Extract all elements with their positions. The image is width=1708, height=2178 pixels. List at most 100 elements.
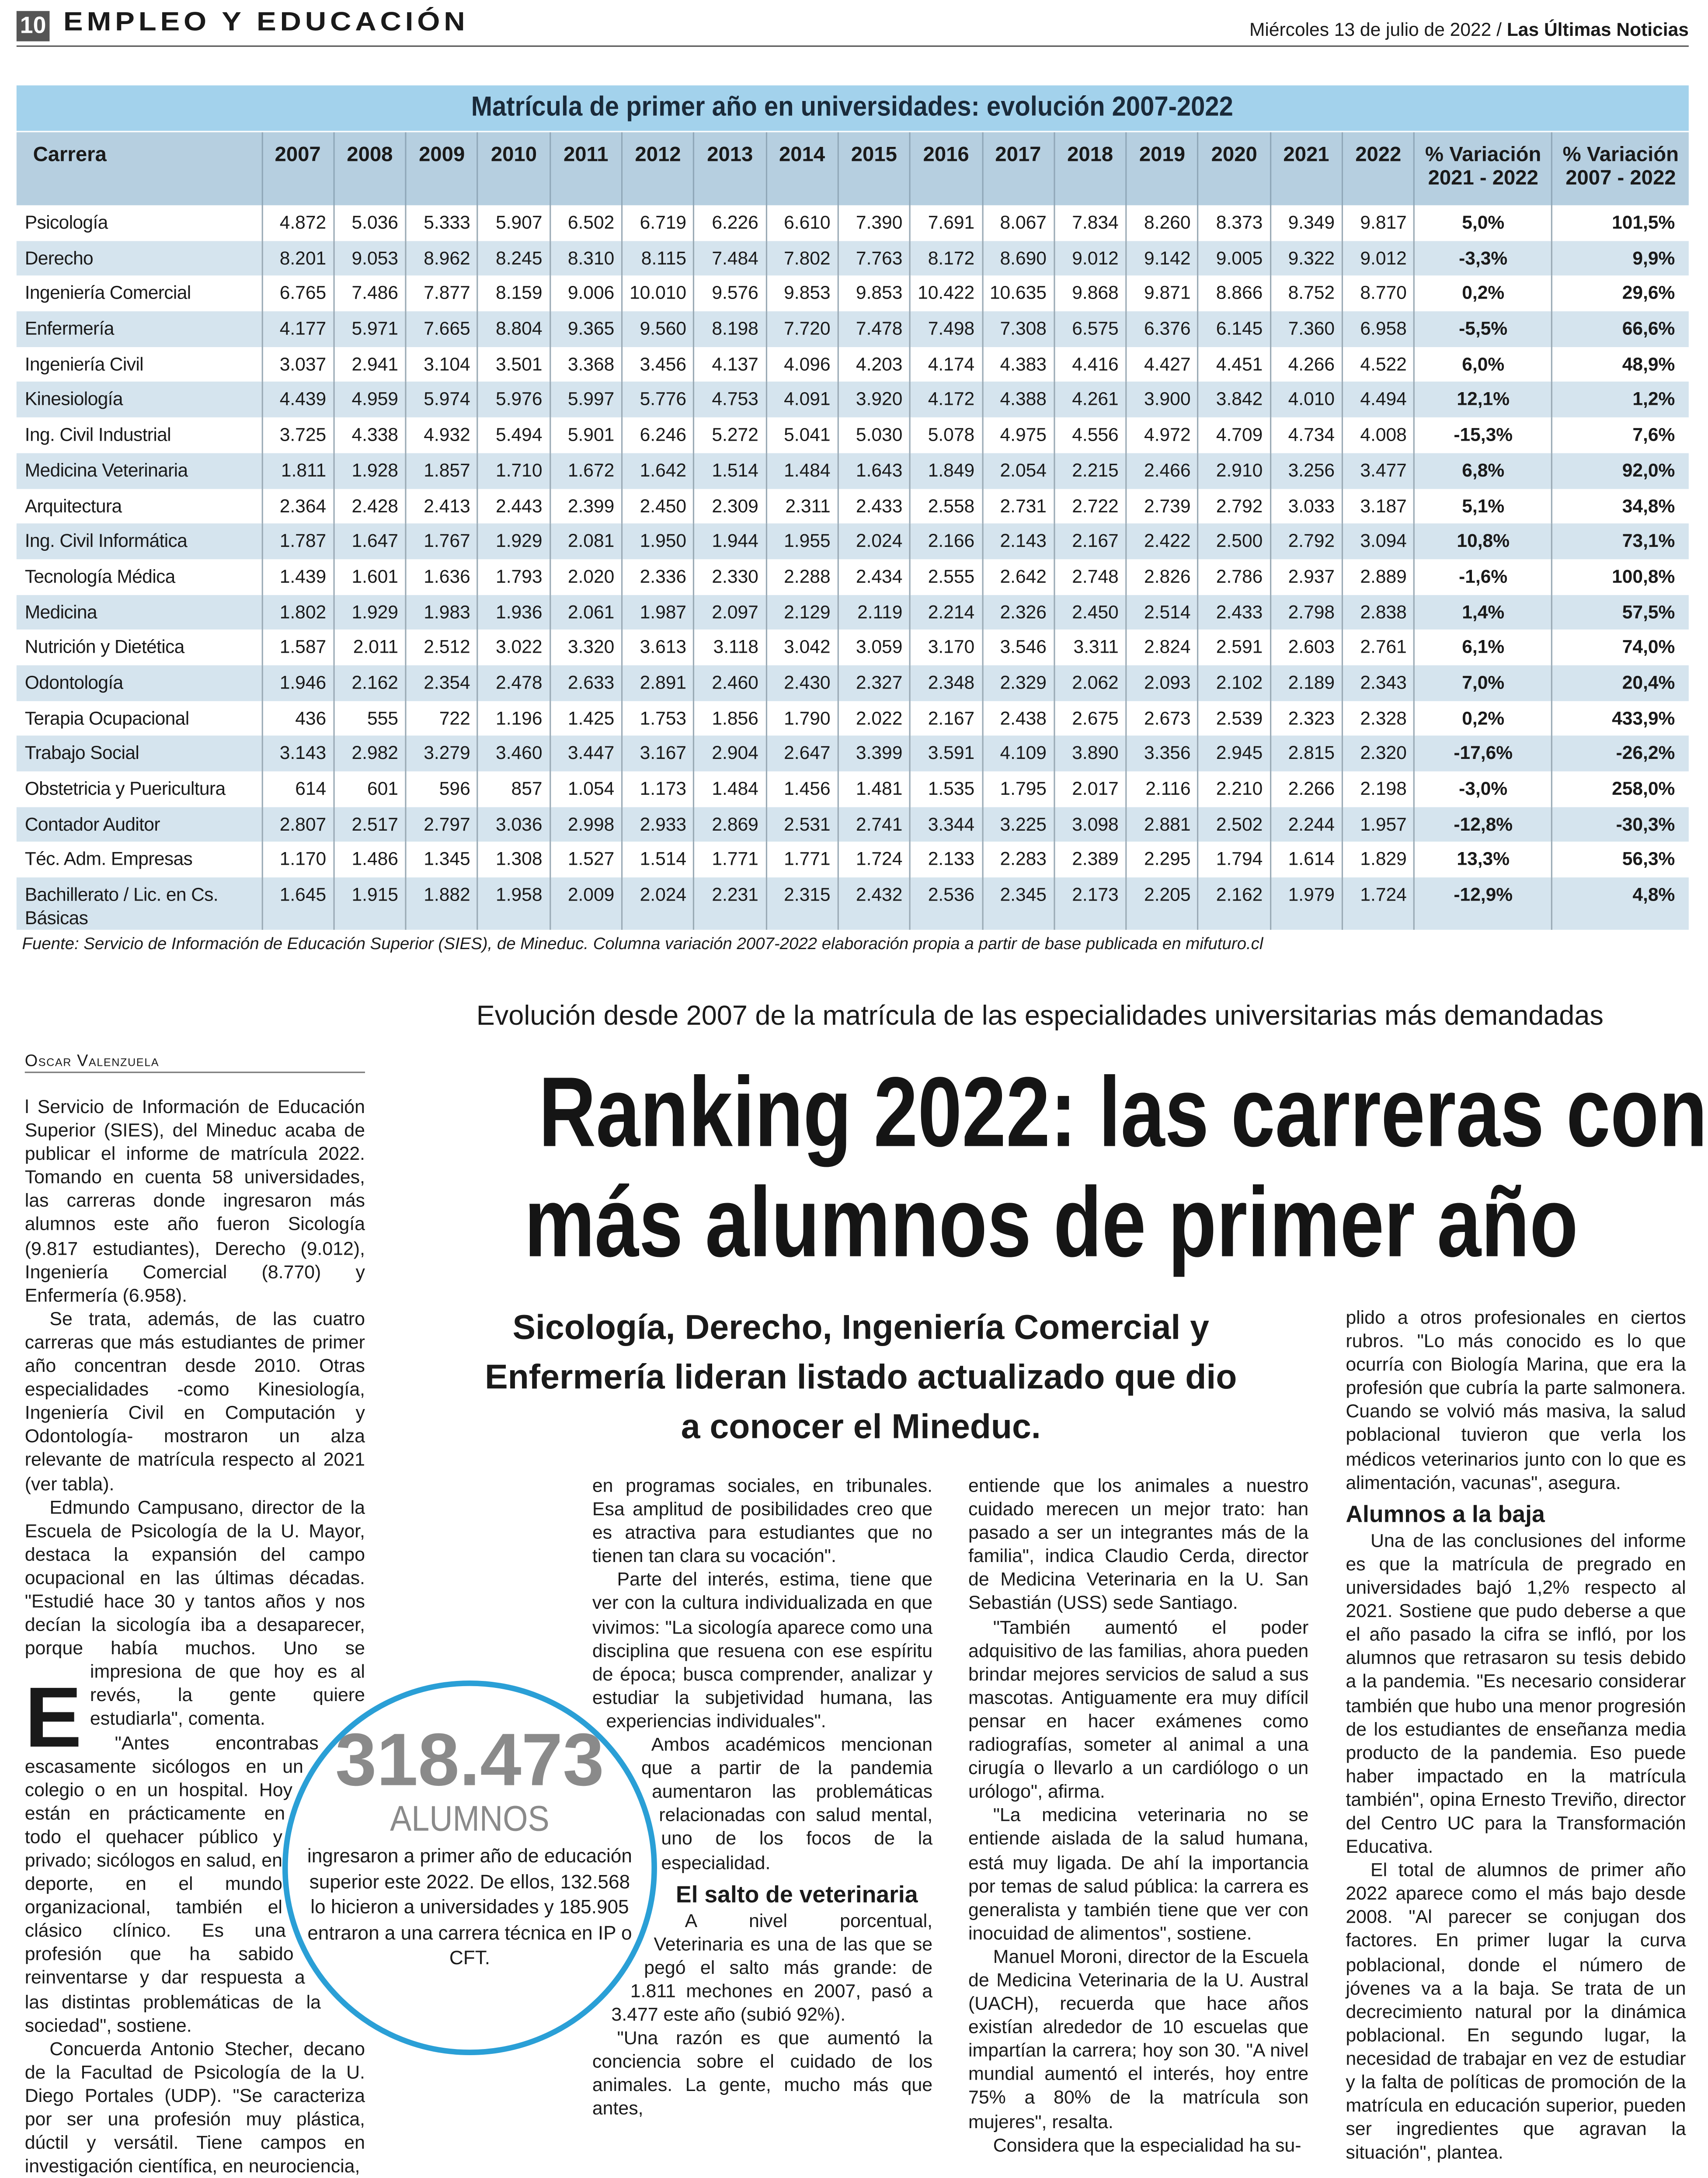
cell-value: 1.787 [261, 523, 334, 559]
cell-value: 2.116 [1125, 771, 1198, 807]
cell-value: 1.647 [333, 523, 406, 559]
cell-value: 2.320 [1341, 736, 1415, 772]
cell-carrera: Trabajo Social [16, 736, 262, 772]
cell-value: 2.214 [909, 594, 982, 630]
cell-value: 3.059 [837, 630, 910, 665]
cell-carrera: Ing. Civil Industrial [24, 424, 171, 445]
column-header-year: 2007 [261, 132, 334, 205]
cell-value: 4.266 [1270, 347, 1343, 383]
cell-value: 8.373 [1197, 205, 1270, 241]
table-header-row: Carrera 2007 2008 2009 2010 2011 2012 2013 2014 2… [16, 132, 1689, 205]
cell-carrera: Contador Auditor [16, 807, 262, 842]
article-column-2: en programas sociales, en tribunales. Es… [592, 1474, 932, 2120]
cell-value: 5.776 [621, 382, 694, 418]
cell-value: 1.724 [837, 842, 910, 878]
cell-value: 2.869 [693, 807, 766, 842]
cell-value: 2.433 [837, 488, 910, 524]
cell-value: 1.849 [909, 453, 982, 488]
cell-value: 1.829 [1341, 842, 1415, 878]
cell-value: 4.753 [693, 382, 766, 418]
cell-variation-2007-2022: 34,8% [1551, 488, 1689, 524]
cell-value: 3.447 [549, 736, 622, 772]
dateline: Miércoles 13 de julio de 2022 / Las Últi… [1249, 19, 1689, 40]
cell-value: 3.256 [1270, 453, 1343, 488]
cell-value: 2.512 [405, 630, 478, 665]
table-row: Ingeniería Comercial 6.765 7.486 7.877 8.159… [17, 276, 1689, 312]
cell-value: 2.434 [837, 559, 910, 595]
cell-value: 2.215 [1053, 453, 1127, 488]
cell-value: 1.710 [477, 453, 550, 488]
cell-value: 2.792 [1270, 523, 1343, 559]
cell-value: 2.422 [1125, 523, 1198, 559]
cell-value: 2.266 [1270, 771, 1343, 807]
drop-cap: E [24, 1670, 82, 1766]
cell-variation-2021-2022: 12,1% [1413, 382, 1552, 418]
cell-value: 7.484 [693, 240, 766, 276]
cell-variation-2007-2022: 9,9% [1551, 240, 1689, 276]
column-header-year: 2020 [1197, 132, 1270, 205]
column-header-year: 2022 [1341, 132, 1415, 205]
cell-value: 2.205 [1125, 877, 1198, 930]
cell-variation-2021-2022: -12,8% [1413, 807, 1552, 842]
table-row: Ing. Civil Industrial 3.725 4.338 4.932 5.49… [17, 418, 1689, 453]
cell-value: 2.460 [693, 665, 766, 701]
cell-value: 4.494 [1341, 382, 1415, 418]
cell-value: 9.349 [1270, 205, 1343, 241]
cell-variation-2007-2022: 57,5% [1551, 594, 1689, 630]
cell-variation-2021-2022: 0,2% [1413, 700, 1552, 736]
cell-value: 1.643 [837, 453, 910, 488]
cell-value: 3.167 [621, 736, 694, 772]
cell-value: 4.959 [333, 382, 406, 418]
column-header-year: 2011 [549, 132, 622, 205]
cell-variation-2007-2022: 258,0% [1551, 771, 1689, 807]
cell-value: 3.037 [261, 347, 334, 383]
cell-variation-2021-2022: 6,0% [1413, 347, 1552, 383]
cell-value: 6.610 [765, 205, 838, 241]
cell-variation-2021-2022: -17,6% [1413, 736, 1552, 772]
cell-value: 10.635 [981, 276, 1054, 312]
cell-value: 1.484 [765, 453, 838, 488]
cell-value: 2.838 [1341, 594, 1415, 630]
cell-carrera: Derecho [16, 240, 262, 276]
cell-value: 1.456 [765, 771, 838, 807]
table-title: Matrícula de primer año en universidades… [16, 85, 1689, 131]
cell-value: 9.012 [1053, 240, 1127, 276]
cell-value: 2.502 [1197, 807, 1270, 842]
cell-value: 2.244 [1270, 807, 1343, 842]
cell-variation-2021-2022: 5,0% [1413, 205, 1552, 241]
cell-value: 857 [477, 771, 550, 807]
cell-carrera: Téc. Adm. Empresas [24, 849, 193, 870]
cell-variation-2021-2022: 5,1% [1413, 488, 1552, 524]
byline: Oscar Valenzuela [24, 1051, 365, 1073]
cell-value: 5.030 [837, 418, 910, 453]
column-header-year: 2019 [1125, 132, 1198, 205]
section-title: EMPLEO Y EDUCACIÓN [63, 8, 469, 38]
cell-value: 2.558 [909, 488, 982, 524]
cell-variation-2021-2022: 6,8% [1413, 453, 1552, 488]
cell-value: 9.868 [1053, 276, 1127, 312]
cell-value: 6.376 [1125, 311, 1198, 347]
paragraph: "Una razón es que aumentó la conciencia … [592, 2028, 933, 2119]
table-row: Ingeniería Civil 3.037 2.941 3.104 3.501 3.36… [17, 347, 1689, 383]
cell-carrera: Ingeniería Comercial [24, 283, 191, 304]
cell-value: 1.793 [477, 559, 550, 595]
cell-value: 2.167 [1053, 523, 1127, 559]
cell-value: 2.647 [765, 736, 838, 772]
cell-value: 4.388 [981, 382, 1054, 418]
cell-value: 614 [261, 771, 334, 807]
cell-variation-2007-2022: 20,4% [1551, 665, 1689, 701]
article-column-3: entiende que los animales a nuestro cuid… [968, 1474, 1308, 2157]
cell-value: 2.517 [333, 807, 406, 842]
cell-value: 10.422 [909, 276, 982, 312]
cell-value: 4.872 [261, 205, 334, 241]
cell-value: 2.478 [477, 665, 550, 701]
cell-value: 2.231 [693, 877, 766, 930]
cell-value: 1.308 [477, 842, 550, 878]
cell-variation-2021-2022: 0,2% [1413, 276, 1552, 312]
cell-value: 2.881 [1125, 807, 1198, 842]
cell-value: 1.771 [765, 842, 838, 878]
cell-variation-2021-2022: -5,5% [1413, 311, 1552, 347]
cell-variation-2021-2022: 10,8% [1413, 523, 1552, 559]
cell-value: 2.389 [1053, 842, 1127, 878]
cell-value: 2.450 [1053, 594, 1127, 630]
